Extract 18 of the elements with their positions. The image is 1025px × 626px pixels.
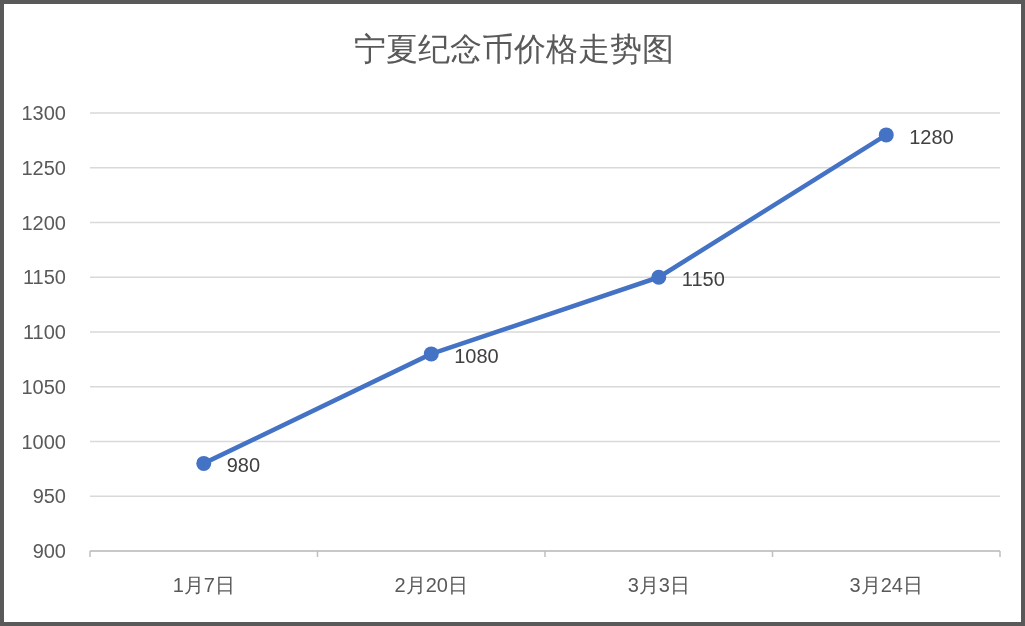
ytick: 1200 bbox=[21, 211, 66, 234]
ytick: 1300 bbox=[21, 102, 66, 124]
ytick: 1000 bbox=[21, 430, 66, 453]
xtick: 2月20日 bbox=[394, 574, 468, 596]
xtick: 1月7日 bbox=[172, 574, 235, 596]
data-label: 1280 bbox=[909, 125, 954, 148]
xtick: 3月24日 bbox=[849, 574, 923, 596]
ytick: 950 bbox=[32, 485, 66, 508]
xtick: 3月3日 bbox=[627, 574, 690, 596]
data-label: 1150 bbox=[681, 268, 725, 291]
data-label: 1080 bbox=[454, 344, 499, 367]
data-label: 980 bbox=[226, 454, 261, 477]
title: 宁夏纪念币价格走势图 bbox=[353, 31, 674, 67]
ytick: 1250 bbox=[21, 156, 66, 179]
ytick: 1150 bbox=[23, 266, 66, 289]
ytick: 1100 bbox=[23, 321, 66, 343]
ytick: 900 bbox=[32, 540, 66, 562]
ytick: 1050 bbox=[21, 375, 66, 398]
